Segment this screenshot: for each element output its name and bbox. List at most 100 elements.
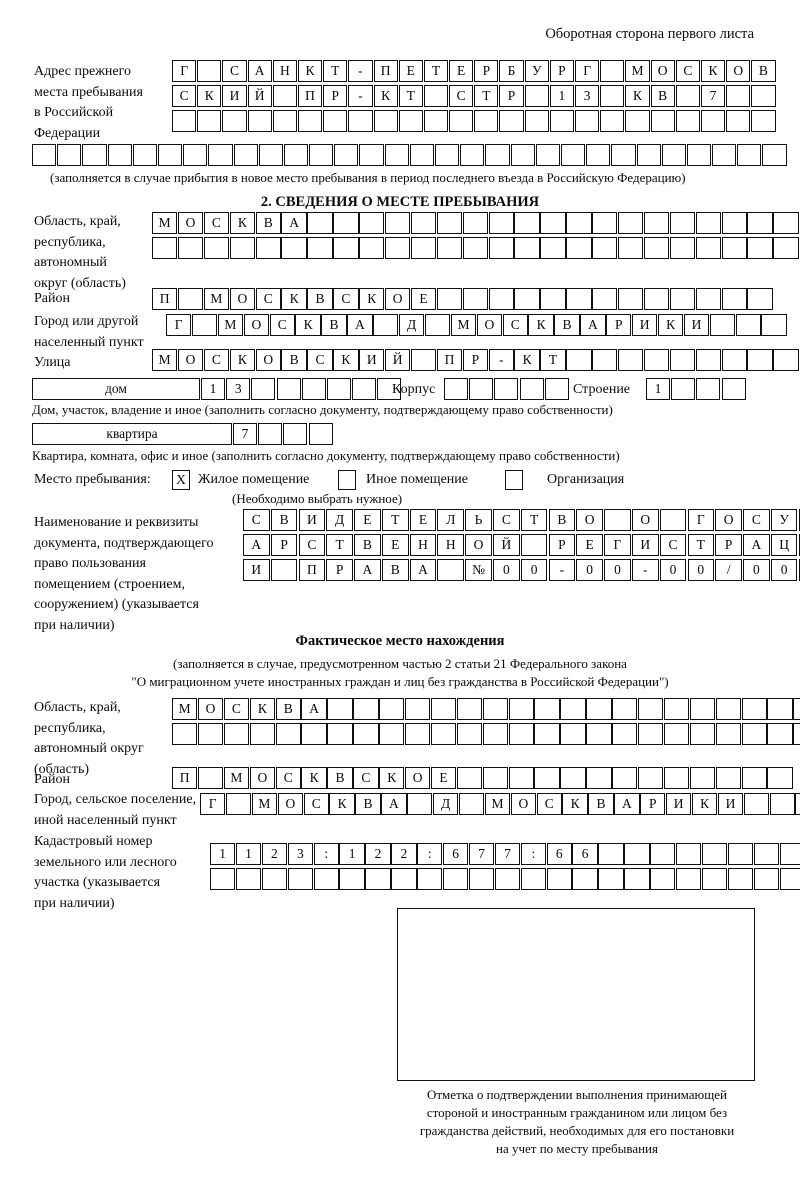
previous-address-r1-cell-3[interactable]: С — [222, 60, 247, 82]
actual-region-r1-cell-5[interactable]: В — [275, 698, 301, 720]
section2-region-r2-cell-6[interactable] — [281, 237, 307, 259]
actual-region-r2-cell-11[interactable] — [430, 723, 457, 745]
section2-city-cell-15[interactable]: К — [528, 314, 554, 336]
cadastral-r1-cell-8[interactable]: 2 — [391, 843, 417, 865]
actual-region-r1-cell-19[interactable] — [638, 698, 664, 720]
previous-address-r3-cell-19[interactable] — [625, 110, 650, 132]
actual-region-r2-cell-17[interactable] — [586, 723, 612, 745]
section2-city-cell-2[interactable] — [191, 314, 218, 336]
section2-city-cell-20[interactable]: К — [657, 314, 684, 336]
previous-address-r4-cell-11[interactable] — [283, 144, 309, 166]
house-cell-5[interactable] — [301, 378, 326, 400]
section2-district-cell-3[interactable]: М — [203, 288, 230, 310]
actual-district-cell-5[interactable]: С — [275, 767, 301, 789]
actual-region-r2-cell-13[interactable] — [482, 723, 508, 745]
cadastral-r1-cell-23[interactable] — [779, 843, 800, 865]
house-cell-6[interactable] — [326, 378, 351, 400]
actual-city-cell-24[interactable] — [795, 793, 800, 815]
actual-district-cell-6[interactable]: К — [301, 767, 327, 789]
actual-region-r1-cell-11[interactable] — [430, 698, 457, 720]
section2-district-cell-16[interactable] — [540, 288, 566, 310]
previous-address-r4-cell-28[interactable] — [712, 144, 737, 166]
actual-region-r2-cell-18[interactable] — [612, 723, 638, 745]
section2-city-cell-11[interactable] — [424, 314, 451, 336]
actual-city-cell-6[interactable]: К — [329, 793, 355, 815]
previous-address-r3-cell-1[interactable] — [172, 110, 197, 132]
section2-region-r2-cell-17[interactable] — [566, 237, 592, 259]
actual-district-cell-24[interactable] — [767, 767, 793, 789]
previous-address-r3-cell-6[interactable] — [297, 110, 323, 132]
actual-district-cell-20[interactable] — [663, 767, 690, 789]
actual-district-cell-14[interactable] — [508, 767, 534, 789]
previous-address-r3-cell-22[interactable] — [700, 110, 726, 132]
cadastral-r1-cell-9[interactable]: : — [417, 843, 443, 865]
previous-address-r4-cell-8[interactable] — [208, 144, 233, 166]
previous-address-r2-cell-23[interactable] — [726, 85, 751, 107]
actual-district-cell-19[interactable] — [638, 767, 664, 789]
section2-region-r1-cell-15[interactable] — [514, 212, 540, 234]
section2-region-r1-cell-20[interactable] — [643, 212, 670, 234]
actual-region-r2-cell-21[interactable] — [689, 723, 716, 745]
section2-street-cell-11[interactable] — [410, 349, 437, 371]
actual-city-cell-5[interactable]: С — [303, 793, 329, 815]
actual-region-r2-cell-5[interactable] — [275, 723, 301, 745]
document-r2-cell-8[interactable]: Н — [437, 534, 465, 556]
stroenie-cell-1[interactable]: 1 — [646, 378, 670, 400]
previous-address-r4-cell-2[interactable] — [57, 144, 82, 166]
stroenie-cell-3[interactable] — [696, 378, 721, 400]
section2-region-r2-cell-13[interactable] — [462, 237, 488, 259]
previous-address-r4-cell-3[interactable] — [82, 144, 107, 166]
section2-district-cell-6[interactable]: К — [281, 288, 307, 310]
cadastral-r1-cell-16[interactable] — [598, 843, 624, 865]
previous-address-r3-cell-17[interactable] — [575, 110, 600, 132]
previous-address-r1-cell-11[interactable]: Т — [423, 60, 449, 82]
section2-region-r2-cell-8[interactable] — [333, 237, 359, 259]
section2-district-cell-17[interactable] — [566, 288, 592, 310]
actual-city-cell-18[interactable]: Р — [640, 793, 666, 815]
section2-district-cell-18[interactable] — [592, 288, 618, 310]
section2-region-row-2[interactable] — [152, 237, 799, 259]
cadastral-r2-cell-3[interactable] — [261, 868, 288, 890]
actual-city-cell-22[interactable] — [743, 793, 769, 815]
section2-city-cell-22[interactable] — [709, 314, 735, 336]
actual-district-cell-22[interactable] — [715, 767, 741, 789]
actual-region-r1-cell-2[interactable]: О — [197, 698, 224, 720]
actual-region-r1-cell-15[interactable] — [534, 698, 560, 720]
actual-city-cell-13[interactable]: О — [510, 793, 536, 815]
previous-address-r2-cell-17[interactable]: 3 — [575, 85, 600, 107]
previous-address-r1-cell-21[interactable]: С — [675, 60, 700, 82]
previous-address-r2-cell-16[interactable]: 1 — [549, 85, 574, 107]
section2-region-r1-cell-2[interactable]: О — [177, 212, 204, 234]
section2-region-r1-cell-7[interactable] — [307, 212, 333, 234]
document-r3-cell-21[interactable]: 0 — [798, 559, 800, 581]
section2-region-r1-cell-22[interactable] — [695, 212, 721, 234]
section2-city-cell-21[interactable]: И — [683, 314, 710, 336]
cadastral-r1-cell-21[interactable] — [727, 843, 754, 865]
document-r3-cell-11[interactable]: 0 — [520, 559, 548, 581]
cadastral-r1-cell-22[interactable] — [753, 843, 779, 865]
actual-district-cell-18[interactable] — [612, 767, 638, 789]
cadastral-r2-cell-22[interactable] — [753, 868, 779, 890]
section2-region-r2-cell-22[interactable] — [695, 237, 721, 259]
section2-street-cell-15[interactable]: К — [514, 349, 540, 371]
document-r1-cell-13[interactable]: О — [576, 509, 603, 531]
cadastral-r2-cell-5[interactable] — [313, 868, 339, 890]
korpus-cell-1[interactable] — [444, 378, 468, 400]
actual-region-r2-cell-15[interactable] — [534, 723, 560, 745]
actual-region-r1-cell-13[interactable] — [482, 698, 508, 720]
section2-region-r2-cell-18[interactable] — [592, 237, 618, 259]
flat-cell-3[interactable] — [283, 423, 308, 445]
section2-region-r2-cell-10[interactable] — [385, 237, 411, 259]
document-r2-cell-9[interactable]: О — [465, 534, 492, 556]
previous-address-r1-cell-23[interactable]: О — [726, 60, 751, 82]
section2-district-cell-12[interactable] — [436, 288, 463, 310]
previous-address-r3-cell-2[interactable] — [197, 110, 222, 132]
section2-street-cell-22[interactable] — [695, 349, 721, 371]
section2-district-cell-8[interactable]: С — [333, 288, 359, 310]
document-r3-cell-16[interactable]: 0 — [659, 559, 687, 581]
cadastral-r1-cell-10[interactable]: 6 — [443, 843, 469, 865]
actual-region-r1-cell-24[interactable] — [767, 698, 793, 720]
section2-street-cell-16[interactable]: Т — [540, 349, 566, 371]
section2-region-r2-cell-15[interactable] — [514, 237, 540, 259]
